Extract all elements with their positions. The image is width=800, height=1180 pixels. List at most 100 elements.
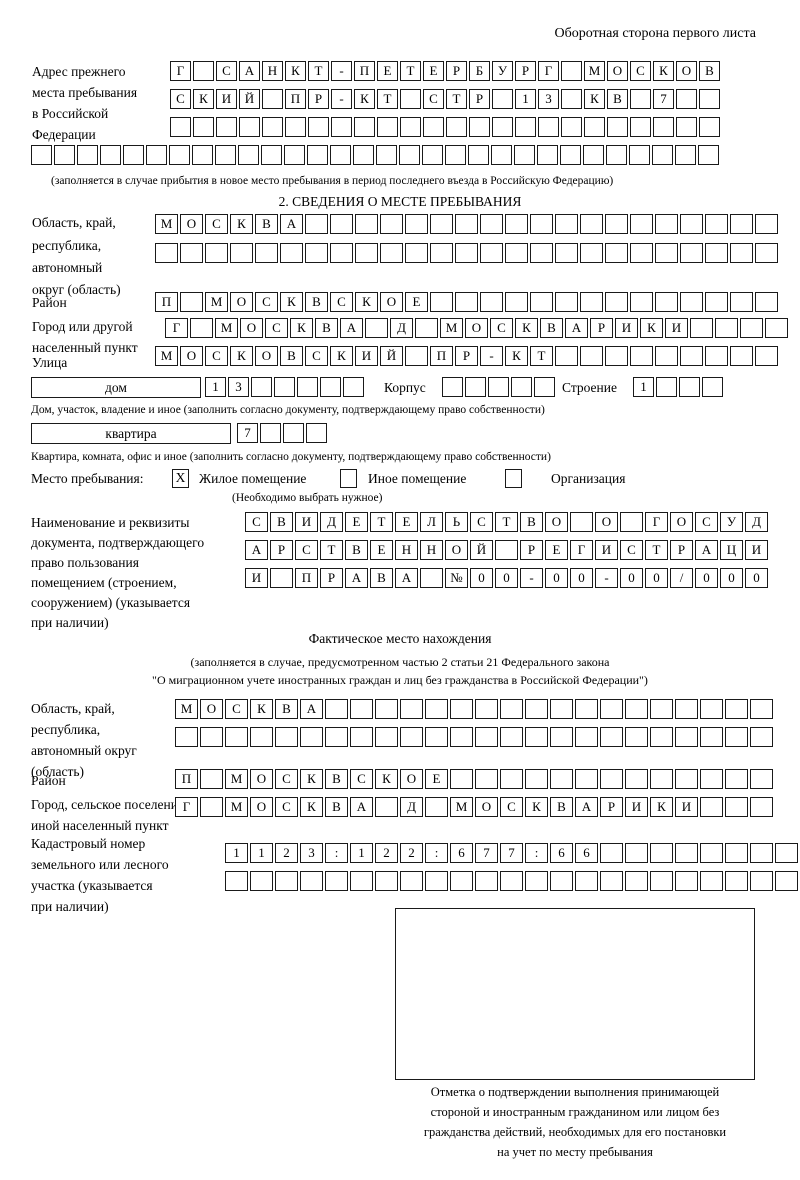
prev-address-row-2-cell-18[interactable] [561,89,582,109]
doc-row-2-cell-1[interactable]: А [245,540,268,560]
section2-region-row-2-cell-14[interactable] [480,243,503,263]
cadastral-row-2-cell-18[interactable] [650,871,673,891]
section2-street-row-cell-10[interactable]: Й [380,346,403,366]
section2-region-row-2-cell-24[interactable] [730,243,753,263]
doc-row-1-cell-7[interactable]: Е [395,512,418,532]
section2-street-row-cell-12[interactable]: П [430,346,453,366]
cadastral-row-2-cell-12[interactable] [500,871,523,891]
house-number-cells-cell-2[interactable]: 3 [228,377,249,397]
cadastral-row-2-cell-7[interactable] [375,871,398,891]
actual-region-row-1-cell-15[interactable] [525,699,548,719]
actual-city-row-cell-3[interactable]: М [225,797,248,817]
doc-row-2-cell-16[interactable]: С [620,540,643,560]
section2-district-row-cell-11[interactable]: Е [405,292,428,312]
prev-address-row-2-cell-19[interactable]: К [584,89,605,109]
section2-street-row-cell-8[interactable]: К [330,346,353,366]
actual-region-row-1-cell-17[interactable] [575,699,598,719]
actual-city-row-cell-1[interactable]: Г [175,797,198,817]
section2-region-row-1-cell-2[interactable]: О [180,214,203,234]
actual-district-row-cell-13[interactable] [475,769,498,789]
doc-row-3-cell-3[interactable]: П [295,568,318,588]
actual-region-row-2-cell-6[interactable] [300,727,323,747]
actual-city-row-cell-12[interactable]: М [450,797,473,817]
section2-region-row-1-cell-22[interactable] [680,214,703,234]
cadastral-row-2-cell-5[interactable] [325,871,348,891]
actual-region-row-1-cell-6[interactable]: А [300,699,323,719]
doc-row-2-cell-3[interactable]: С [295,540,318,560]
stroenie-cells-cell-4[interactable] [702,377,723,397]
section2-district-row-cell-7[interactable]: В [305,292,328,312]
actual-city-row-cell-22[interactable] [700,797,723,817]
actual-city-row-cell-13[interactable]: О [475,797,498,817]
actual-region-row-2-cell-14[interactable] [500,727,523,747]
section2-street-row-cell-13[interactable]: Р [455,346,478,366]
house-number-cells-cell-4[interactable] [274,377,295,397]
prev-address-row-2-cell-6[interactable]: П [285,89,306,109]
section2-district-row-cell-14[interactable] [480,292,503,312]
prev-address-row-4-cell-28[interactable] [652,145,673,165]
prev-address-row-2-cell-14[interactable]: Р [469,89,490,109]
prev-address-row-3-cell-15[interactable] [492,117,513,137]
doc-row-2-cell-19[interactable]: А [695,540,718,560]
section2-region-row-2-cell-21[interactable] [655,243,678,263]
doc-row-3-cell-16[interactable]: 0 [620,568,643,588]
cadastral-row-2-cell-4[interactable] [300,871,323,891]
actual-district-row-cell-10[interactable]: О [400,769,423,789]
cadastral-row-1-cell-4[interactable]: 3 [300,843,323,863]
prev-address-row-1-cell-24[interactable]: В [699,61,720,81]
actual-district-row-cell-19[interactable] [625,769,648,789]
doc-row-1-cell-18[interactable]: О [670,512,693,532]
section2-district-row-cell-24[interactable] [730,292,753,312]
actual-region-row-2-cell-10[interactable] [400,727,423,747]
korpus-cells[interactable] [442,377,555,397]
doc-row-3-cell-15[interactable]: - [595,568,618,588]
doc-row-1-cell-19[interactable]: С [695,512,718,532]
house-number-cells-cell-3[interactable] [251,377,272,397]
section2-street-row-cell-25[interactable] [755,346,778,366]
actual-region-row-1-cell-16[interactable] [550,699,573,719]
section2-city-row-cell-2[interactable] [190,318,213,338]
section2-street-row-cell-2[interactable]: О [180,346,203,366]
prev-address-row-2-cell-12[interactable]: С [423,89,444,109]
prev-address-row-4-cell-21[interactable] [491,145,512,165]
section2-region-row-2-cell-18[interactable] [580,243,603,263]
prev-address-row-3-cell-2[interactable] [193,117,214,137]
doc-row-3-cell-14[interactable]: 0 [570,568,593,588]
doc-row-1-cell-1[interactable]: С [245,512,268,532]
doc-row-1-cell-11[interactable]: Т [495,512,518,532]
actual-region-row-2-cell-19[interactable] [625,727,648,747]
actual-district-row-cell-12[interactable] [450,769,473,789]
doc-row-3-cell-5[interactable]: А [345,568,368,588]
actual-region-row-2-cell-1[interactable] [175,727,198,747]
actual-district-row-cell-18[interactable] [600,769,623,789]
prev-address-row-4-cell-8[interactable] [192,145,213,165]
doc-row-3-cell-12[interactable]: - [520,568,543,588]
section2-street-row-cell-7[interactable]: С [305,346,328,366]
actual-region-row-1-cell-1[interactable]: М [175,699,198,719]
actual-region-row-1-cell-23[interactable] [725,699,748,719]
cadastral-row-2-cell-13[interactable] [525,871,548,891]
prev-address-row-3-cell-8[interactable] [331,117,352,137]
cadastral-row-1-cell-15[interactable]: 6 [575,843,598,863]
doc-row-2-cell-15[interactable]: И [595,540,618,560]
doc-row-1-cell-15[interactable]: О [595,512,618,532]
stroenie-cells-cell-3[interactable] [679,377,700,397]
cadastral-row-1-cell-10[interactable]: 6 [450,843,473,863]
section2-region-row-1-cell-9[interactable] [355,214,378,234]
section2-city-row-cell-23[interactable] [715,318,738,338]
actual-city-row-cell-14[interactable]: С [500,797,523,817]
prev-address-row-3-cell-1[interactable] [170,117,191,137]
doc-row-1-cell-14[interactable] [570,512,593,532]
prev-address-row-4-cell-14[interactable] [330,145,351,165]
prev-address-row-1-cell-15[interactable]: У [492,61,513,81]
actual-region-row-2-cell-23[interactable] [725,727,748,747]
section2-city-row-cell-10[interactable]: Д [390,318,413,338]
prev-address-row-2-cell-4[interactable]: Й [239,89,260,109]
doc-row-3-cell-9[interactable]: № [445,568,468,588]
section2-city-row-cell-20[interactable]: К [640,318,663,338]
actual-region-row-2-cell-5[interactable] [275,727,298,747]
actual-district-row-cell-22[interactable] [700,769,723,789]
section2-district-row-cell-23[interactable] [705,292,728,312]
section2-region-row-1-cell-23[interactable] [705,214,728,234]
